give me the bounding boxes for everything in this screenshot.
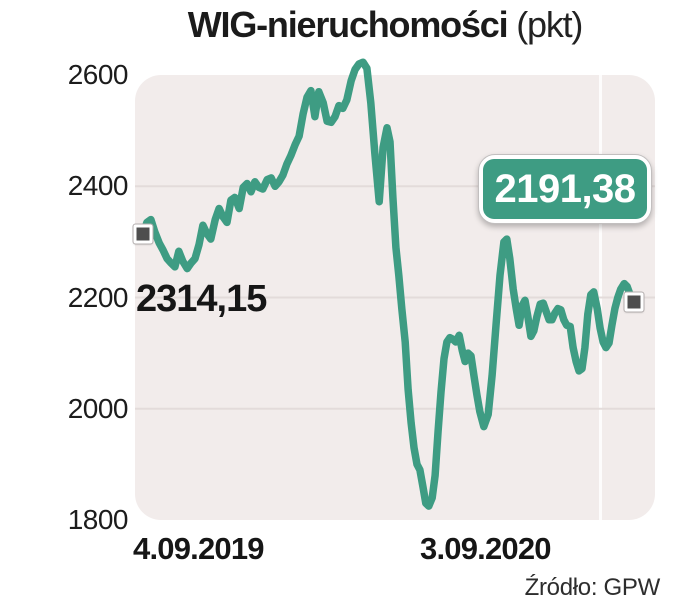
y-axis-tick-label: 2200 [67, 281, 129, 313]
y-axis-tick-label: 2600 [67, 59, 129, 90]
chart-title: WIG-nieruchomości (pkt) [90, 4, 680, 46]
chart-title-unit: (pkt) [507, 4, 583, 45]
y-axis-tick-label: 2400 [67, 170, 129, 202]
start-value-label: 2314,15 [136, 278, 267, 320]
source-credit: Źródło: GPW [524, 574, 661, 601]
vertical-highlight-line [599, 75, 602, 520]
end-value-badge-text: 2191,38 [483, 159, 647, 219]
end-point-marker [623, 291, 645, 313]
chart-title-main: WIG-nieruchomości [187, 4, 509, 45]
start-point-marker [132, 223, 154, 245]
end-value-badge: 2191,38 [478, 154, 652, 224]
y-axis-tick-label: 1800 [67, 504, 129, 535]
x-axis-label-end: 3.09.2020 [420, 531, 552, 566]
x-axis-label-start: 4.09.2019 [133, 531, 265, 566]
y-axis-tick-label: 2000 [67, 392, 129, 424]
